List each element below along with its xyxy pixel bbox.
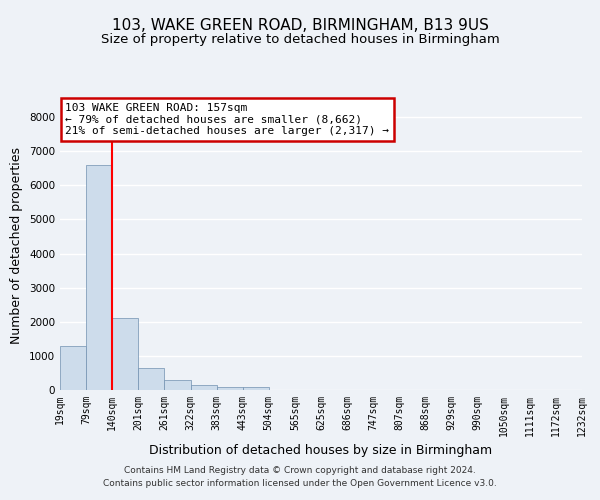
Y-axis label: Number of detached properties: Number of detached properties	[10, 146, 23, 344]
Text: Contains HM Land Registry data © Crown copyright and database right 2024.
Contai: Contains HM Land Registry data © Crown c…	[103, 466, 497, 487]
Bar	[243, 387, 269, 390]
Bar	[191, 385, 217, 390]
Bar	[112, 318, 139, 390]
Text: Size of property relative to detached houses in Birmingham: Size of property relative to detached ho…	[101, 32, 499, 46]
Bar	[139, 368, 164, 390]
Bar	[164, 380, 191, 390]
Text: 103, WAKE GREEN ROAD, BIRMINGHAM, B13 9US: 103, WAKE GREEN ROAD, BIRMINGHAM, B13 9U…	[112, 18, 488, 32]
Bar	[60, 346, 86, 390]
Text: 103 WAKE GREEN ROAD: 157sqm
← 79% of detached houses are smaller (8,662)
21% of : 103 WAKE GREEN ROAD: 157sqm ← 79% of det…	[65, 103, 389, 136]
Bar	[86, 165, 112, 390]
X-axis label: Distribution of detached houses by size in Birmingham: Distribution of detached houses by size …	[149, 444, 493, 458]
Bar	[217, 386, 243, 390]
